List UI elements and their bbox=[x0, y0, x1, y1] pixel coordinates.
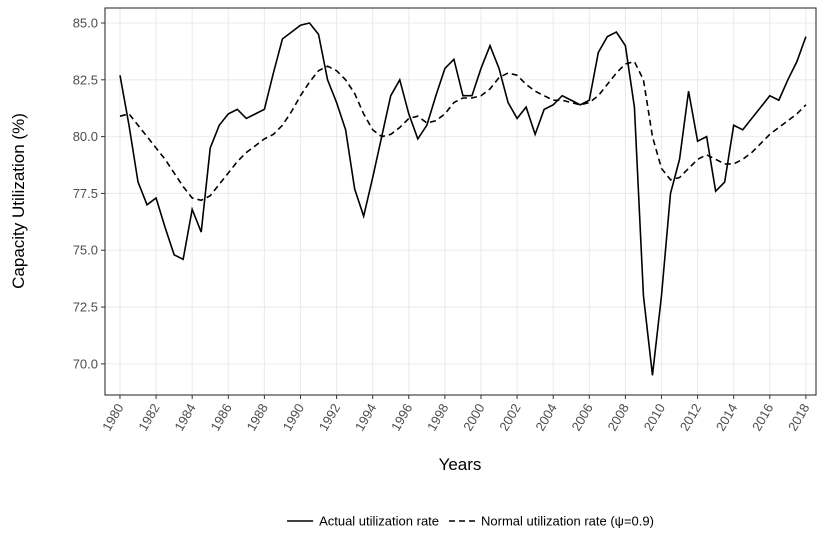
x-tick-label: 1980 bbox=[99, 401, 126, 434]
y-axis-title: Capacity Utilization (%) bbox=[9, 113, 28, 289]
x-tick-label: 2004 bbox=[532, 401, 559, 434]
x-tick-label: 1990 bbox=[280, 401, 307, 434]
x-tick-label: 2012 bbox=[677, 401, 704, 434]
panel-border bbox=[104, 7, 817, 396]
x-tick-label: 2000 bbox=[460, 401, 487, 434]
x-tick-label: 2016 bbox=[749, 401, 776, 434]
y-tick-label: 77.5 bbox=[73, 186, 98, 201]
series-line bbox=[119, 60, 807, 202]
x-tick-label: 1996 bbox=[388, 401, 415, 434]
x-tick-label: 2006 bbox=[568, 401, 595, 434]
legend-label: Normal utilization rate (ψ=0.9) bbox=[481, 514, 654, 529]
x-tick-label: 1992 bbox=[316, 401, 343, 434]
y-tick-label: 75.0 bbox=[73, 243, 98, 258]
x-tick-label: 1988 bbox=[244, 401, 271, 434]
x-axis-title: Years bbox=[439, 455, 482, 474]
y-tick-label: 70.0 bbox=[73, 356, 98, 371]
series-line bbox=[119, 22, 807, 376]
y-tick-label: 82.5 bbox=[73, 72, 98, 87]
x-tick-label: 2008 bbox=[605, 401, 632, 434]
x-tick-label: 2014 bbox=[713, 401, 740, 434]
y-tick-label: 80.0 bbox=[73, 129, 98, 144]
x-tick-label: 2018 bbox=[785, 401, 812, 434]
x-tick-label: 1986 bbox=[207, 401, 234, 434]
x-tick-label: 1984 bbox=[171, 401, 198, 434]
y-tick-label: 85.0 bbox=[73, 15, 98, 30]
y-tick-label: 72.5 bbox=[73, 300, 98, 315]
x-tick-label: 2010 bbox=[641, 401, 668, 434]
x-tick-label: 1998 bbox=[424, 401, 451, 434]
x-tick-label: 2002 bbox=[496, 401, 523, 434]
legend-label: Actual utilization rate bbox=[319, 514, 439, 529]
x-tick-label: 1994 bbox=[352, 401, 379, 434]
x-tick-label: 1982 bbox=[135, 401, 162, 434]
